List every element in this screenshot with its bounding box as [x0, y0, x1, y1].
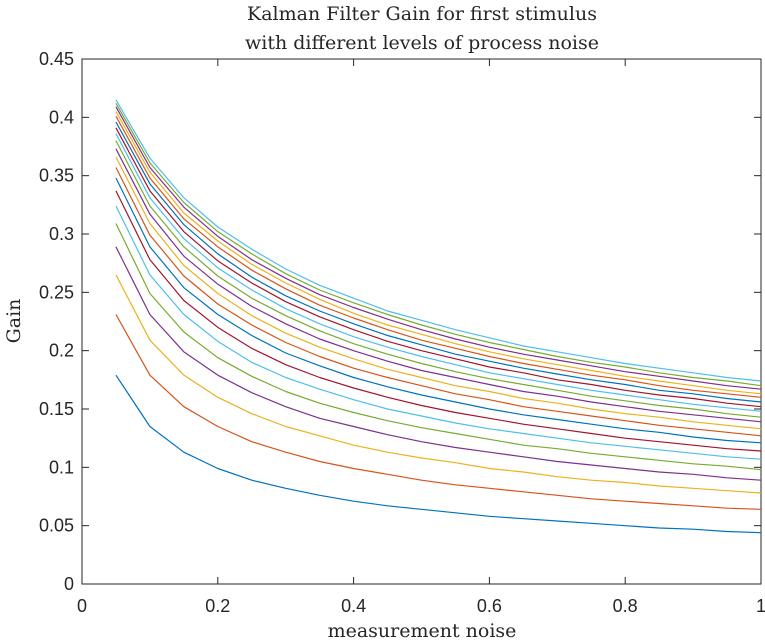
y-tick-label: 0.1: [49, 457, 74, 477]
series-line-6: [115, 205, 762, 460]
y-tick-label: 0.15: [39, 399, 74, 419]
series-line-16: [115, 115, 762, 398]
series-line-7: [115, 190, 762, 452]
series-line-9: [115, 167, 762, 437]
x-tick-label: 0.4: [341, 596, 366, 616]
series-line-12: [115, 140, 762, 418]
y-tick-label: 0.05: [39, 516, 74, 536]
x-tick-label: 0.8: [613, 596, 638, 616]
series-line-8: [115, 177, 762, 444]
series-line-10: [115, 156, 762, 430]
plot-area: 0 0.2 0.4 0.6 0.8 1 0 0.05 0.1 0.15 0.2 0.25 0.3 0.3…: [39, 49, 765, 616]
y-tick-label: 0.45: [39, 49, 74, 69]
series-line-4: [115, 246, 762, 481]
x-tick-label: 0: [77, 596, 87, 616]
y-axis-label: Gain: [3, 299, 25, 344]
x-axis-label: measurement noise: [328, 620, 517, 642]
series-group: [115, 99, 762, 534]
y-tick-label: 0.3: [49, 224, 74, 244]
series-line-3: [115, 274, 762, 494]
x-tick-label: 1: [756, 596, 765, 616]
x-ticks: 0 0.2 0.4 0.6 0.8 1: [77, 59, 765, 616]
y-tick-label: 0.2: [49, 341, 74, 361]
y-tick-label: 0.25: [39, 282, 74, 302]
x-tick-label: 0.6: [477, 596, 502, 616]
series-line-13: [115, 133, 762, 412]
x-tick-label: 0.2: [205, 596, 230, 616]
y-ticks: 0 0.05 0.1 0.15 0.2 0.25 0.3 0.35 0.4 0.45: [39, 49, 761, 594]
series-line-17: [115, 111, 762, 395]
y-tick-label: 0.4: [49, 107, 74, 127]
series-line-11: [115, 148, 762, 423]
series-line-1: [115, 374, 762, 534]
y-tick-label: 0: [64, 574, 74, 594]
series-line-19: [115, 103, 762, 387]
chart-title-line-2: with different levels of process noise: [245, 32, 599, 54]
y-tick-label: 0.35: [39, 166, 74, 186]
series-line-15: [115, 121, 762, 403]
chart-title-line-1: Kalman Filter Gain for first stimulus: [247, 3, 597, 25]
series-line-20: [115, 99, 762, 382]
series-line-18: [115, 106, 762, 390]
series-line-14: [115, 127, 762, 408]
axes-box: [81, 58, 762, 585]
series-line-2: [115, 314, 762, 510]
series-line-5: [115, 223, 762, 471]
